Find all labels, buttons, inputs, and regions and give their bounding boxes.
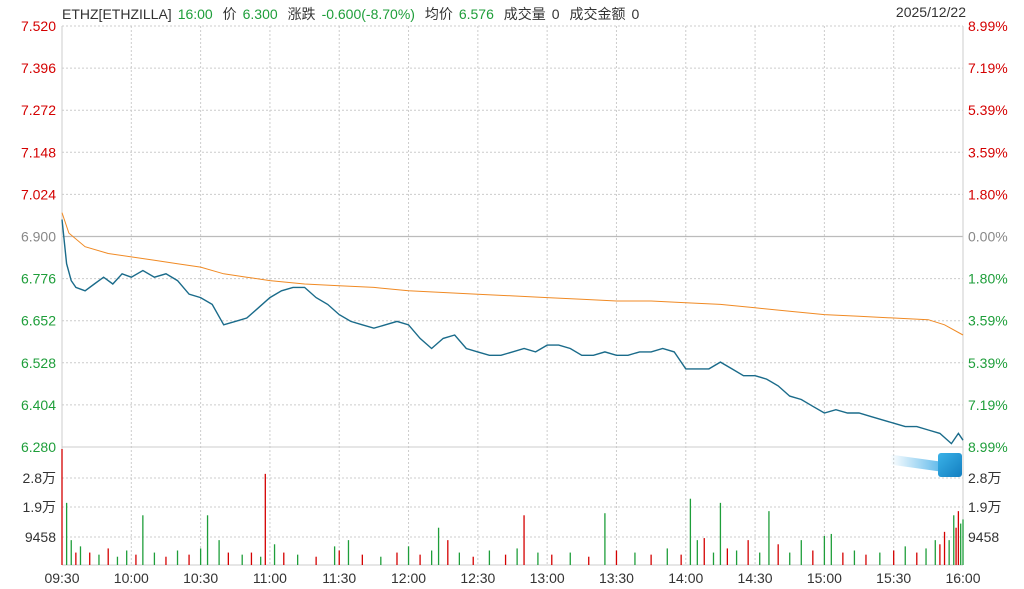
time-tick-label: 12:00 (391, 570, 426, 586)
amount-value: 0 (631, 6, 640, 22)
pct-tick-label: 8.99% (968, 439, 1008, 455)
avg-label: 均价 (424, 6, 453, 22)
average-price-line (61, 212, 964, 336)
volume-bars (61, 449, 964, 565)
time-tick-label: 15:00 (807, 570, 842, 586)
pct-tick-label: 7.19% (968, 60, 1008, 76)
volume-tick-label-right: 2.8万 (968, 470, 1001, 486)
amount-label: 成交金额 (569, 6, 626, 22)
pct-tick-label: 7.19% (968, 397, 1008, 413)
volume-label: 成交量 (503, 6, 546, 22)
price-tick-label: 7.024 (21, 186, 56, 202)
price-tick-label: 6.528 (21, 355, 56, 371)
change-label: 涨跌 (287, 6, 316, 22)
volume-tick-label: 1.9万 (23, 499, 56, 515)
time-tick-label: 14:30 (738, 570, 773, 586)
volume-tick-label-right: 9458 (968, 529, 999, 545)
price-label: 价 (222, 6, 237, 22)
axis-labels: 7.520 8.99% 7.396 7.19% 7.272 5.39% 7.148 3.59%… (21, 18, 1008, 586)
avg-price: 6.576 (458, 6, 494, 22)
time-tick-label: 11:30 (322, 570, 356, 586)
quote-time: 16:00 (177, 6, 213, 22)
volume-tick-label: 2.8万 (23, 470, 56, 486)
time-tick-label: 11:00 (253, 570, 287, 586)
pct-tick-label: 3.59% (968, 144, 1008, 160)
price-line (61, 219, 964, 445)
time-tick-label: 09:30 (44, 570, 79, 586)
pct-tick-label: 1.80% (968, 271, 1008, 287)
pct-tick-label: 0.00% (968, 229, 1008, 245)
pct-tick-label: 5.39% (968, 102, 1008, 118)
time-tick-label: 10:30 (183, 570, 218, 586)
price-tick-label: 7.396 (21, 60, 56, 76)
price-tick-label: 7.520 (21, 18, 56, 34)
pct-tick-label: 8.99% (968, 18, 1008, 34)
last-price: 6.300 (242, 6, 278, 22)
price-tick-label: 6.652 (21, 313, 56, 329)
time-tick-label: 14:00 (668, 570, 703, 586)
price-change: -0.600(-8.70%) (321, 6, 415, 22)
time-tick-label: 13:00 (530, 570, 565, 586)
price-tick-label: 6.776 (21, 271, 56, 287)
symbol: ETHZ[ETHZILLA] (62, 6, 172, 22)
trade-date: 2025/12/22 (895, 4, 966, 20)
price-tick-label: 7.272 (21, 102, 56, 118)
quote-header: ETHZ[ETHZILLA] 16:00 价 6.300 涨跌 -0.600(-8.7… (62, 4, 645, 24)
time-tick-label: 15:30 (876, 570, 911, 586)
volume-tick-label: 9458 (25, 529, 56, 545)
time-tick-label: 16:00 (945, 570, 980, 586)
volume-tick-label-right: 1.9万 (968, 499, 1001, 515)
pct-tick-label: 1.80% (968, 186, 1008, 202)
time-tick-label: 12:30 (460, 570, 495, 586)
volume-value: 0 (551, 6, 560, 22)
time-tick-label: 13:30 (599, 570, 634, 586)
price-tick-label: 6.900 (21, 229, 56, 245)
price-tick-label: 7.148 (21, 144, 56, 160)
price-tick-label: 6.280 (21, 439, 56, 455)
time-tick-label: 10:00 (114, 570, 149, 586)
pct-tick-label: 5.39% (968, 355, 1008, 371)
scroll-to-end-button[interactable] (938, 453, 962, 477)
pct-tick-label: 3.59% (968, 313, 1008, 329)
price-tick-label: 6.404 (21, 397, 56, 413)
